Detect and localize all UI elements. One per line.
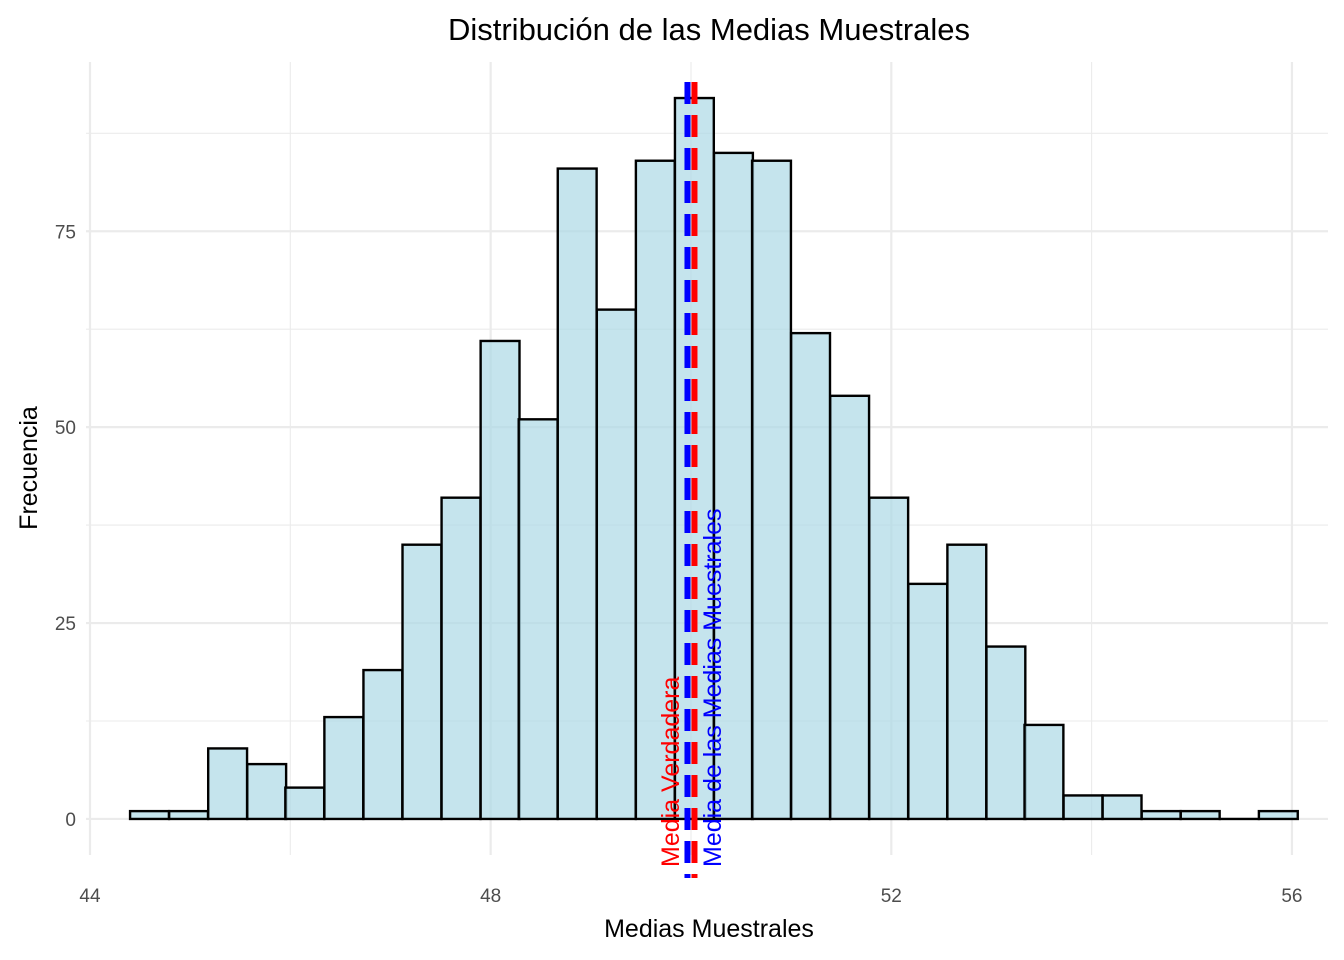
histogram-bar: [946, 543, 988, 821]
histogram-bar: [985, 645, 1027, 821]
chart-title: Distribución de las Medias Muestrales: [448, 12, 970, 47]
histogram-bar: [323, 715, 365, 821]
histogram-bar: [828, 394, 871, 821]
y-tick-label: 25: [55, 614, 76, 635]
histogram-bar: [284, 786, 326, 821]
x-axis-ticks: 44 48 52 56: [79, 886, 1302, 907]
histogram-bar: [479, 339, 521, 821]
x-tick-label: 56: [1281, 886, 1302, 907]
reference-line-label: Media Verdadera: [657, 676, 685, 867]
histogram-bar: [362, 668, 404, 821]
x-axis-title: Medias Muestrales: [604, 915, 814, 943]
histogram-bar: [1140, 809, 1182, 821]
histogram-bar: [206, 747, 249, 821]
x-tick-label: 52: [881, 886, 902, 907]
histogram-bar: [750, 159, 793, 821]
x-tick-label: 48: [480, 886, 501, 907]
y-axis-title: Frecuencia: [15, 406, 43, 530]
histogram-bar: [1257, 809, 1299, 821]
y-tick-label: 75: [55, 222, 76, 243]
histogram-bar: [1023, 723, 1065, 821]
y-tick-label: 0: [65, 810, 76, 831]
reference-lines: Media Verdadera Media de las Medias Muest…: [657, 82, 727, 878]
histogram-bar: [517, 418, 559, 821]
x-tick-label: 44: [79, 886, 101, 907]
y-tick-label: 50: [55, 418, 76, 439]
histogram-bar: [401, 543, 443, 821]
histogram-bar: [1179, 809, 1221, 821]
histogram-bar: [868, 496, 910, 821]
histogram-bar: [634, 159, 676, 821]
histogram-bar: [128, 809, 171, 821]
histogram-bar: [907, 582, 949, 821]
histogram-bar: [246, 762, 288, 821]
histogram-bar: [789, 331, 832, 821]
histogram-bar: [167, 809, 210, 821]
histogram-bar: [1062, 794, 1104, 821]
histogram-bar: [556, 167, 598, 821]
y-axis-ticks: 0 25 50 75: [55, 222, 76, 831]
histogram-bar: [595, 308, 637, 821]
histogram-bar: [1101, 794, 1143, 821]
reference-line-label: Media de las Medias Muestrales: [699, 509, 727, 868]
histogram-bar: [440, 496, 482, 821]
histogram-bar: [712, 151, 755, 821]
